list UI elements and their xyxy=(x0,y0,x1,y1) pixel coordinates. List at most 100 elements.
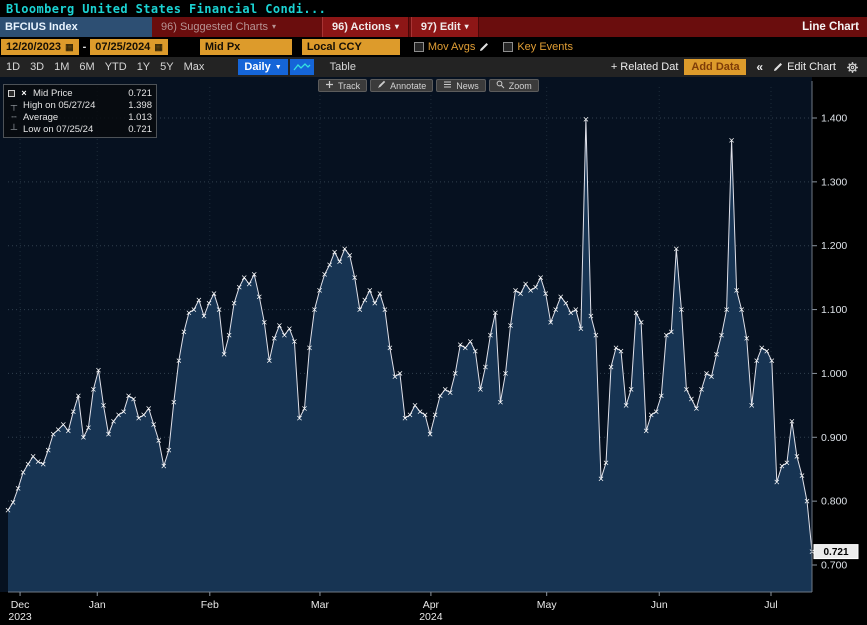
legend-row: ╌ Average 1.013 xyxy=(8,111,152,123)
chart-area: 0.700 0.800 0.900 1.000 1.100 1.200 1.300 1.400… xyxy=(0,77,867,625)
end-date-value: 07/25/2024 xyxy=(95,41,151,53)
legend-label: High on 05/27/24 xyxy=(23,99,96,111)
mov-avgs-checkbox[interactable]: Mov Avgs xyxy=(413,41,490,53)
field-bar: 12/20/2023 ▦ - 07/25/2024 ▦ Mid Px Local… xyxy=(0,37,867,57)
svg-text:0.700: 0.700 xyxy=(821,560,847,572)
chart-toolbar-row: 1D 3D 1M 6M YTD 1Y 5Y Max Daily ▼ Table + Relat… xyxy=(0,57,867,77)
period-button-1M[interactable]: 1M xyxy=(54,61,70,73)
checkbox-icon[interactable] xyxy=(413,42,424,52)
legend-row: × Mid Price 0.721 xyxy=(8,87,152,99)
edit-chart-label: Edit Chart xyxy=(787,61,836,73)
period-button-1Y[interactable]: 1Y xyxy=(136,61,151,73)
currency-value: Local CCY xyxy=(306,41,362,53)
calendar-icon: ▦ xyxy=(154,41,163,52)
currency-select[interactable]: Local CCY xyxy=(301,39,400,55)
legend-label: Mid Price xyxy=(33,87,73,99)
edit-label: 97) Edit xyxy=(420,21,461,33)
svg-text:Feb: Feb xyxy=(201,599,219,611)
security-ticker[interactable]: BFCIUS Index xyxy=(0,17,152,37)
period-button-5Y[interactable]: 5Y xyxy=(160,61,174,73)
legend-value: 1.398 xyxy=(128,99,152,111)
key-events-label: Key Events xyxy=(517,41,573,53)
svg-text:0.721: 0.721 xyxy=(823,547,848,558)
svg-text:Jul: Jul xyxy=(764,599,777,611)
chart-tool-label: News xyxy=(456,80,479,91)
legend-marker-icon: ┬ xyxy=(10,100,18,110)
svg-text:1.300: 1.300 xyxy=(821,176,847,188)
svg-text:1.400: 1.400 xyxy=(821,113,847,125)
svg-text:1.000: 1.000 xyxy=(821,368,847,380)
period-button-6M[interactable]: 6M xyxy=(79,61,95,73)
legend-marker-icon: ╌ xyxy=(11,111,17,122)
chart-tool-annotate[interactable]: Annotate xyxy=(370,79,434,92)
price-chart[interactable]: 0.700 0.800 0.900 1.000 1.100 1.200 1.300 1.400… xyxy=(0,77,867,625)
pencil-icon xyxy=(480,43,489,51)
collapse-panel-button[interactable]: « xyxy=(756,60,764,74)
chart-type-button[interactable] xyxy=(289,59,314,75)
svg-text:May: May xyxy=(537,599,558,611)
pencil-icon xyxy=(377,80,386,91)
period-button-1D[interactable]: 1D xyxy=(6,61,21,73)
svg-text:1.200: 1.200 xyxy=(821,240,847,252)
calendar-icon: ▦ xyxy=(65,41,74,52)
legend-marker-icon: × xyxy=(21,88,27,98)
edit-chart-button[interactable]: Edit Chart xyxy=(773,61,836,73)
actions-label: 96) Actions xyxy=(332,21,391,33)
chart-tool-zoom[interactable]: Zoom xyxy=(488,79,539,92)
chevron-down-icon: ▾ xyxy=(464,22,469,31)
settings-gear-button[interactable] xyxy=(846,61,859,74)
svg-text:2024: 2024 xyxy=(419,611,443,623)
frequency-select[interactable]: Daily ▼ xyxy=(238,59,288,75)
security-ticker-label: BFCIUS Index xyxy=(5,21,78,33)
pencil-icon xyxy=(774,63,783,71)
period-button-Max[interactable]: Max xyxy=(183,61,205,73)
checkbox-icon[interactable] xyxy=(503,42,514,52)
legend-value: 0.721 xyxy=(128,87,152,99)
svg-text:Jan: Jan xyxy=(89,599,106,611)
legend-row: ┴ Low on 07/25/24 0.721 xyxy=(8,123,152,135)
svg-text:0.800: 0.800 xyxy=(821,496,847,508)
period-buttons: 1D 3D 1M 6M YTD 1Y 5Y Max xyxy=(6,61,214,73)
chart-view-label: Line Chart xyxy=(802,21,859,33)
table-button[interactable]: Table xyxy=(329,61,356,73)
start-date-value: 12/20/2023 xyxy=(6,41,62,53)
chart-tool-track[interactable]: Track xyxy=(318,79,368,92)
price-field-select[interactable]: Mid Px xyxy=(199,39,292,55)
legend-series-icon xyxy=(8,89,15,97)
svg-text:0.900: 0.900 xyxy=(821,432,847,444)
key-events-checkbox[interactable]: Key Events xyxy=(503,41,573,53)
legend-label: Average xyxy=(23,111,59,123)
svg-text:2023: 2023 xyxy=(8,611,32,623)
add-data-input[interactable]: Add Data xyxy=(684,59,747,75)
svg-text:Mar: Mar xyxy=(311,599,330,611)
legend-value: 1.013 xyxy=(128,111,152,123)
edit-menu[interactable]: 97) Edit ▾ xyxy=(410,17,479,37)
chart-tools: Track Annotate News Zoom xyxy=(318,79,539,92)
legend-marker-icon: ┴ xyxy=(10,124,18,134)
line-chart-icon xyxy=(293,63,311,71)
chart-tool-news[interactable]: News xyxy=(436,79,486,92)
menu-icon xyxy=(443,80,452,91)
svg-text:1.100: 1.100 xyxy=(821,304,847,316)
svg-text:Dec: Dec xyxy=(11,599,30,611)
related-data-button[interactable]: + Related Dat xyxy=(610,61,679,73)
period-button-YTD[interactable]: YTD xyxy=(104,61,127,73)
gear-icon xyxy=(847,61,858,73)
suggested-charts-menu[interactable]: 96) Suggested Charts ▾ xyxy=(152,17,320,37)
date-range-separator: - xyxy=(82,41,87,53)
start-date-input[interactable]: 12/20/2023 ▦ xyxy=(1,39,79,55)
chevron-down-icon: ▾ xyxy=(272,22,277,31)
chevron-down-icon: ▾ xyxy=(394,22,399,31)
period-button-3D[interactable]: 3D xyxy=(30,61,45,73)
chart-tool-label: Track xyxy=(338,80,361,91)
end-date-input[interactable]: 07/25/2024 ▦ xyxy=(90,39,168,55)
legend-value: 0.721 xyxy=(128,123,152,135)
actions-menu[interactable]: 96) Actions ▾ xyxy=(322,17,409,37)
menu-bar: BFCIUS Index 96) Suggested Charts ▾ 96) … xyxy=(0,17,867,37)
chevron-down-icon: ▼ xyxy=(274,63,282,71)
legend-row: ┬ High on 05/27/24 1.398 xyxy=(8,99,152,111)
svg-text:Jun: Jun xyxy=(651,599,668,611)
price-field-value: Mid Px xyxy=(204,41,241,53)
magnifier-icon xyxy=(496,80,505,91)
